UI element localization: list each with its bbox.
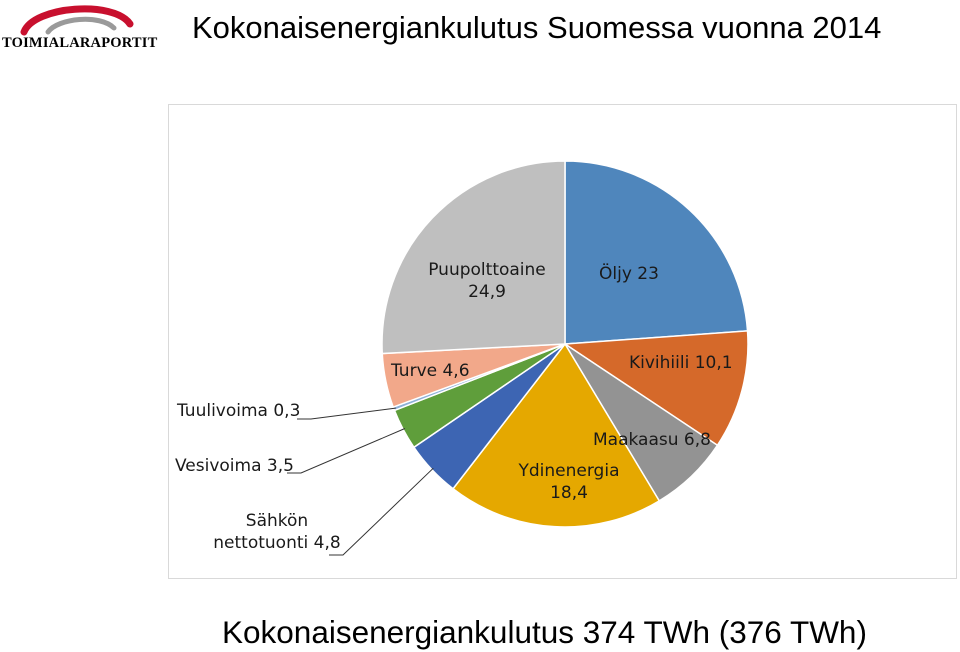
pie-slice-puupolttoaine xyxy=(381,160,566,355)
pie-slice-öljy xyxy=(564,160,749,345)
page-title: Kokonaisenergiankulutus Suomessa vuonna … xyxy=(192,10,882,45)
label-tuulivoima: Tuulivoima 0,3 xyxy=(177,401,301,421)
label-vesivoima: Vesivoima 3,5 xyxy=(175,456,294,476)
label-ydinenergia: Ydinenergia 18,4 xyxy=(518,461,620,503)
toimialaraportit-logo: TOIMIALARAPORTIT xyxy=(0,0,160,55)
logo-text: TOIMIALARAPORTIT xyxy=(2,35,158,51)
label-maakaasu: Maakaasu 6,8 xyxy=(593,430,711,450)
leader-line-vesivoima xyxy=(287,428,406,474)
pie-chart: Öljy 23 Kivihiili 10,1 Maakaasu 6,8 Ydin… xyxy=(168,104,957,579)
label-oljy: Öljy 23 xyxy=(599,264,659,284)
leader-line-tuulivoima xyxy=(297,407,396,420)
pie-slice-kivihiili xyxy=(562,330,749,447)
pie-slice-ydinenergia xyxy=(451,342,661,528)
logo-arc-icon xyxy=(20,5,134,36)
label-kivihiili: Kivihiili 10,1 xyxy=(629,353,733,373)
label-sahkon-nettotuonti: Sähkön nettotuonti 4,8 xyxy=(213,511,341,553)
label-turve: Turve 4,6 xyxy=(391,361,470,381)
pie-chart-svg xyxy=(287,160,749,556)
leader-line-sähkön-nettotuonti xyxy=(329,467,434,556)
label-puupolttoaine: Puupolttoaine 24,9 xyxy=(428,260,546,302)
total-consumption-text: Kokonaisenergiankulutus 374 TWh (376 TWh… xyxy=(222,614,867,650)
